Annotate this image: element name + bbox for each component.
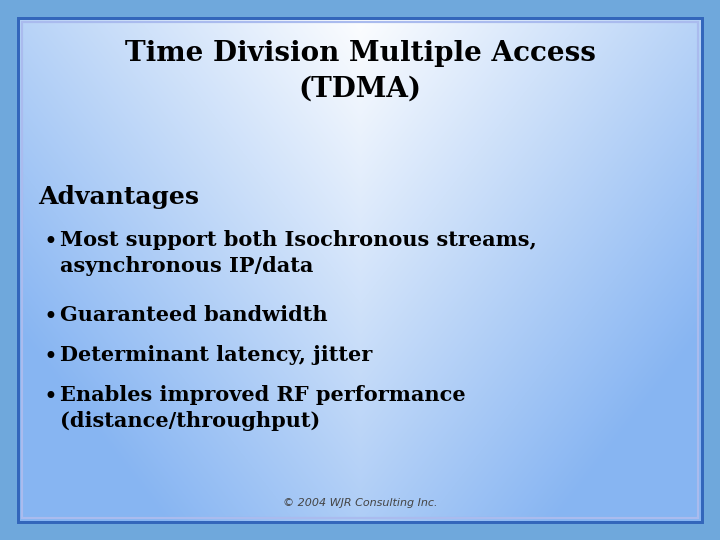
Text: Guaranteed bandwidth: Guaranteed bandwidth: [60, 305, 328, 325]
Text: •: •: [43, 305, 57, 329]
Bar: [0, 0, 720, 18]
Text: Time Division Multiple Access
(TDMA): Time Division Multiple Access (TDMA): [125, 40, 595, 103]
Text: © 2004 WJR Consulting Inc.: © 2004 WJR Consulting Inc.: [283, 498, 437, 508]
Bar: [702, 0, 720, 540]
Text: Determinant latency, jitter: Determinant latency, jitter: [60, 345, 372, 365]
Text: •: •: [43, 345, 57, 369]
Text: •: •: [43, 230, 57, 254]
Bar: [0, 0, 18, 540]
Text: Advantages: Advantages: [38, 185, 199, 209]
Bar: [0, 522, 720, 540]
Text: •: •: [43, 385, 57, 409]
Text: Most support both Isochronous streams,
asynchronous IP/data: Most support both Isochronous streams, a…: [60, 230, 536, 275]
Text: Enables improved RF performance
(distance/throughput): Enables improved RF performance (distanc…: [60, 385, 466, 430]
